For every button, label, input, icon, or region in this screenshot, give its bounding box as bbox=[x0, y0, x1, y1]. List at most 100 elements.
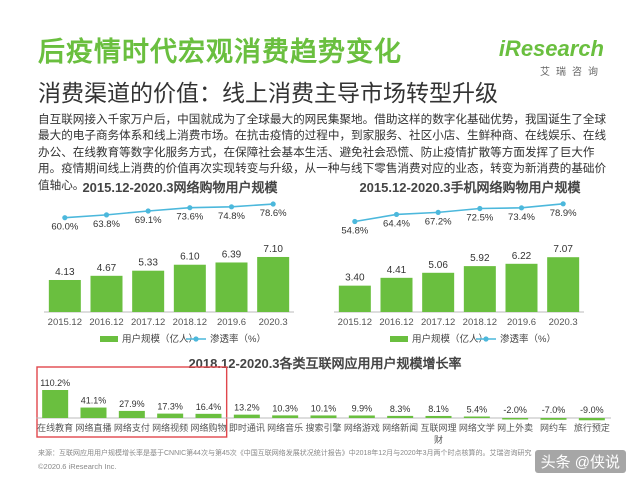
source-note: 来源：互联网应用用户规模增长率是基于CNNIC第44次与第45次《中国互联网络发… bbox=[38, 450, 532, 457]
chart2-title: 2015.12-2020.3手机网络购物用户规模 bbox=[359, 180, 581, 195]
c1-bar-4 bbox=[215, 262, 248, 312]
copyright: ©2020.6 iResearch Inc. bbox=[38, 462, 117, 471]
c3-bar-label-5: 13.2% bbox=[234, 403, 260, 413]
c2-rate-point-0 bbox=[352, 218, 358, 225]
c3-bar-label-6: 10.3% bbox=[272, 403, 298, 413]
c3-bar-label-7: 10.1% bbox=[311, 403, 337, 413]
c1-legend-line-label: 渗透率（%） bbox=[210, 333, 266, 345]
c3-tick-12: 网上外卖 bbox=[497, 422, 533, 433]
c2-legend-bar-swatch bbox=[390, 336, 408, 342]
c1-rate-point-0 bbox=[62, 215, 68, 221]
c3-bar-label-8: 9.9% bbox=[352, 403, 373, 413]
c3-tick-13: 网约车 bbox=[540, 422, 567, 433]
c3-bar-label-3: 17.3% bbox=[157, 402, 183, 412]
c2-tick-2: 2017.12 bbox=[421, 317, 455, 328]
c2-rate-label-4: 73.4% bbox=[508, 212, 535, 223]
c3-bar-13 bbox=[540, 418, 567, 420]
c1-tick-1: 2016.12 bbox=[89, 317, 123, 328]
page-subtitle: 消费渠道的价值：线上消费主导市场转型升级 bbox=[38, 80, 498, 106]
page-title: 后疫情时代宏观消费趋势变化 bbox=[38, 37, 402, 67]
c3-bar-label-4: 16.4% bbox=[196, 402, 222, 412]
c1-bar-label-5: 7.10 bbox=[263, 244, 283, 255]
c2-tick-1: 2016.12 bbox=[379, 317, 413, 328]
iresearch-logo: iResearch 艾瑞咨询 bbox=[499, 36, 604, 78]
c2-rate-point-2 bbox=[435, 209, 441, 215]
c1-tick-0: 2015.12 bbox=[48, 317, 82, 328]
c2-bar-4 bbox=[505, 263, 538, 312]
c3-bar-label-2: 27.9% bbox=[119, 399, 145, 409]
c2-tick-5: 2020.3 bbox=[549, 317, 578, 328]
chart-app-growth-rate: 110.2% 在线教育 41.1% 网络直播 27.9% 网络支付 17.3% 网络视频 16.… bbox=[36, 366, 611, 445]
c2-bar-label-3: 5.92 bbox=[470, 253, 490, 264]
logo-cn: 艾瑞咨询 bbox=[540, 67, 604, 78]
c3-tick-10-line2: 财 bbox=[434, 434, 443, 445]
c3-bar-label-13: -7.0% bbox=[542, 405, 566, 415]
c3-bar-0 bbox=[42, 390, 69, 418]
c2-rate-label-3: 72.5% bbox=[466, 213, 493, 224]
c1-bar-2 bbox=[132, 270, 165, 312]
c3-bar-14 bbox=[578, 418, 605, 421]
c1-rate-label-2: 69.1% bbox=[135, 215, 162, 226]
c3-tick-5: 即时通讯 bbox=[229, 422, 265, 433]
c3-tick-4: 网络购物 bbox=[190, 422, 226, 433]
c3-tick-0: 在线教育 bbox=[37, 422, 73, 433]
c2-bar-2 bbox=[422, 272, 455, 312]
c2-legend-line-dot bbox=[483, 336, 489, 342]
c1-rate-point-4 bbox=[228, 204, 235, 210]
c2-rate-label-0: 54.8% bbox=[341, 225, 368, 236]
c1-bar-3 bbox=[173, 264, 206, 312]
c1-legend-bar-label: 用户规模（亿人） bbox=[122, 333, 198, 345]
c2-bar-label-1: 4.41 bbox=[387, 265, 407, 276]
c2-rate-point-4 bbox=[518, 205, 525, 211]
c3-bar-5 bbox=[233, 414, 260, 418]
c3-bar-label-12: -2.0% bbox=[503, 405, 527, 415]
c3-bar-label-11: 5.4% bbox=[467, 405, 488, 415]
c3-bar-7 bbox=[310, 415, 337, 418]
c3-bar-8 bbox=[348, 415, 375, 418]
chart-online-shopping-users: 4.13 2015.12 4.67 2016.12 5.33 2017.12 6.10 201… bbox=[44, 201, 294, 345]
c2-rate-label-5: 78.9% bbox=[550, 208, 577, 219]
c3-tick-8: 网络游戏 bbox=[344, 422, 380, 433]
c2-rate-point-1 bbox=[393, 211, 400, 218]
c2-bar-label-2: 5.06 bbox=[428, 260, 448, 271]
c1-rate-label-1: 63.8% bbox=[93, 219, 120, 230]
c1-rate-point-5 bbox=[270, 201, 276, 207]
c2-bar-label-4: 6.22 bbox=[512, 251, 532, 262]
intro-paragraph: 自互联网接入千家万户后，中国就成为了全球最大的网民集聚地。借助这样的数字化基础优… bbox=[38, 113, 607, 192]
c1-legend-line-dot bbox=[193, 336, 199, 342]
c1-bar-label-2: 5.33 bbox=[138, 258, 158, 269]
c1-rate-line bbox=[64, 203, 274, 219]
c1-tick-3: 2018.12 bbox=[173, 317, 207, 328]
c1-tick-4: 2019.6 bbox=[217, 317, 246, 328]
c3-tick-1: 网络直播 bbox=[75, 422, 111, 433]
c2-tick-0: 2015.12 bbox=[338, 317, 372, 328]
c2-bar-5 bbox=[547, 257, 580, 312]
c3-bar-label-9: 8.3% bbox=[390, 404, 411, 414]
c3-bar-1 bbox=[80, 407, 107, 418]
c3-bar-9 bbox=[387, 415, 414, 418]
c3-tick-10: 互联网理 bbox=[420, 423, 456, 433]
c3-tick-2: 网络支付 bbox=[114, 422, 150, 433]
c2-bar-1 bbox=[380, 277, 413, 312]
c2-rate-point-3 bbox=[477, 205, 483, 212]
c1-bar-label-1: 4.67 bbox=[97, 263, 117, 274]
c2-tick-4: 2019.6 bbox=[507, 317, 536, 328]
c3-bar-label-0: 110.2% bbox=[40, 378, 70, 388]
c2-rate-label-2: 67.2% bbox=[425, 216, 452, 227]
c1-rate-point-3 bbox=[187, 205, 193, 211]
c3-tick-9: 网络新闻 bbox=[382, 422, 418, 433]
c1-bar-0 bbox=[48, 279, 81, 312]
c3-tick-11: 网络文学 bbox=[459, 422, 495, 433]
c3-tick-3: 网络视频 bbox=[152, 422, 188, 433]
watermark: 头条 @侠说 bbox=[534, 450, 626, 473]
c2-rate-label-1: 64.4% bbox=[383, 218, 410, 229]
chart1-title: 2015.12-2020.3网络购物用户规模 bbox=[82, 180, 278, 195]
c1-rate-label-4: 74.8% bbox=[218, 211, 245, 222]
c1-legend-bar-swatch bbox=[100, 336, 118, 342]
c2-legend-line-label: 渗透率（%） bbox=[500, 333, 556, 345]
c3-bar-11 bbox=[463, 416, 490, 418]
c2-bar-label-5: 7.07 bbox=[553, 244, 573, 255]
logo-brand: iResearch bbox=[498, 36, 604, 61]
chart3-title: 2018.12-2020.3各类互联网应用用户规模增长率 bbox=[188, 356, 462, 371]
chart-mobile-shopping-users: 3.40 2015.12 4.41 2016.12 5.06 2017.12 5.92 201… bbox=[334, 201, 584, 345]
